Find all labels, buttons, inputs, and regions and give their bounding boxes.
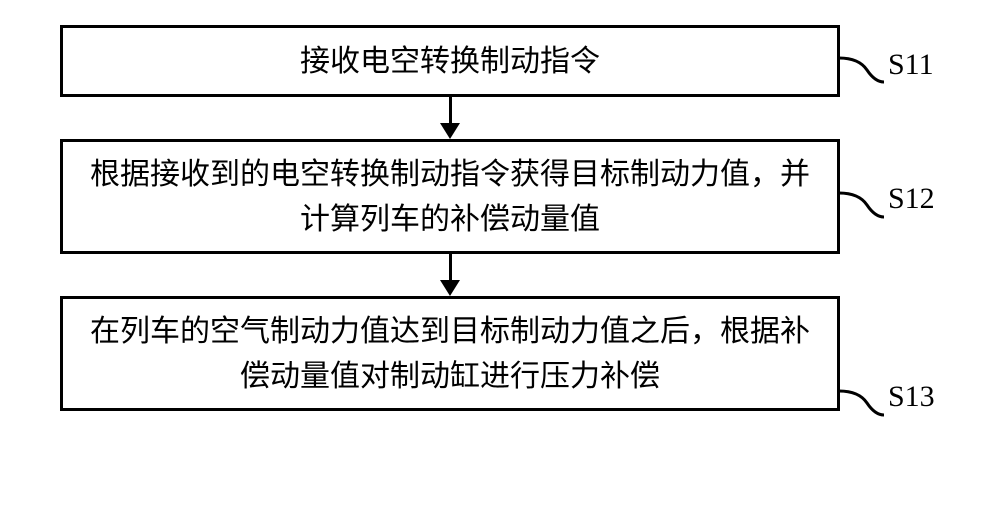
- flowchart-arrow: [60, 254, 840, 296]
- arrow-line: [449, 97, 452, 125]
- connector-curve-icon: [839, 55, 884, 85]
- step-label-s13: S13: [888, 380, 935, 414]
- flowchart-arrow: [60, 97, 840, 139]
- connector-curve-icon: [839, 190, 884, 220]
- node-text: 在列车的空气制动力值达到目标制动力值之后，根据补偿动量值对制动缸进行压力补偿: [83, 309, 817, 399]
- connector-curve-icon: [839, 388, 884, 418]
- node-text: 接收电空转换制动指令: [300, 39, 600, 84]
- flowchart-container: 接收电空转换制动指令 根据接收到的电空转换制动指令获得目标制动力值，并计算列车的…: [60, 25, 840, 411]
- flowchart-node-s12: 根据接收到的电空转换制动指令获得目标制动力值，并计算列车的补偿动量值: [60, 139, 840, 254]
- step-label-s11: S11: [888, 48, 934, 82]
- arrow-head-icon: [440, 123, 460, 139]
- step-label-s12: S12: [888, 182, 935, 216]
- flowchart-node-s13: 在列车的空气制动力值达到目标制动力值之后，根据补偿动量值对制动缸进行压力补偿: [60, 296, 840, 411]
- arrow-head-icon: [440, 280, 460, 296]
- flowchart-node-s11: 接收电空转换制动指令: [60, 25, 840, 97]
- arrow-line: [449, 254, 452, 282]
- node-text: 根据接收到的电空转换制动指令获得目标制动力值，并计算列车的补偿动量值: [83, 152, 817, 242]
